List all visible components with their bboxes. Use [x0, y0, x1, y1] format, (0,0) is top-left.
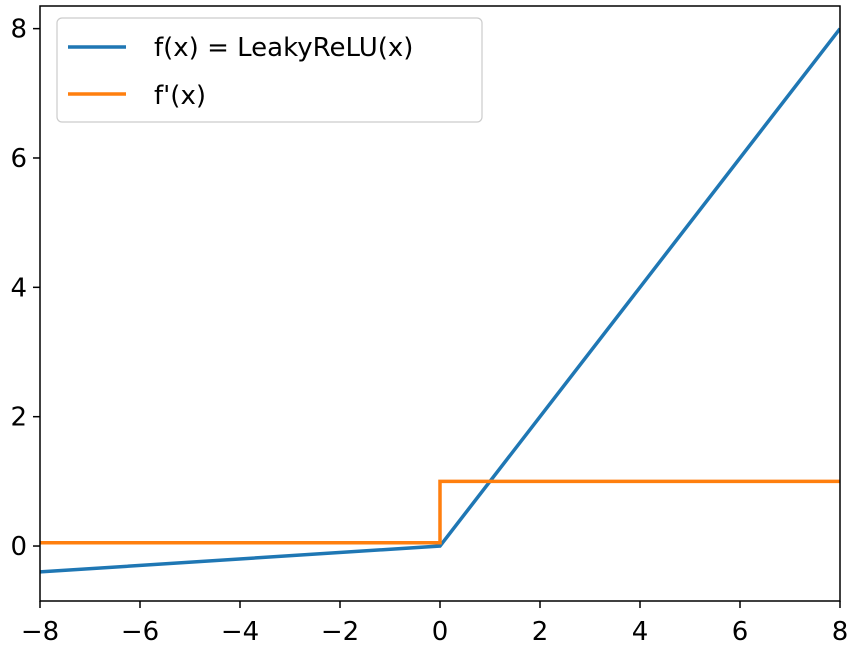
- legend: f(x) = LeakyReLU(x) f'(x): [57, 18, 482, 122]
- x-tick-label: 8: [832, 617, 849, 647]
- y-tick-label: 0: [10, 532, 27, 562]
- x-tick-label: 4: [632, 617, 649, 647]
- x-tick-label: −8: [21, 617, 59, 647]
- x-tick-label: 2: [532, 617, 549, 647]
- y-tick-label: 4: [10, 273, 27, 303]
- y-tick-label: 2: [10, 403, 27, 433]
- x-tick-label: −6: [121, 617, 159, 647]
- series-line-derivative: [40, 481, 840, 542]
- legend-label-leaky-relu: f(x) = LeakyReLU(x): [154, 33, 413, 63]
- x-tick-label: −4: [221, 617, 259, 647]
- y-tick-label: 8: [10, 15, 27, 45]
- x-tick-label: −2: [321, 617, 359, 647]
- legend-label-derivative: f'(x): [154, 81, 206, 111]
- x-tick-label: 0: [432, 617, 449, 647]
- x-tick-label: 6: [732, 617, 749, 647]
- y-tick-label: 6: [10, 144, 27, 174]
